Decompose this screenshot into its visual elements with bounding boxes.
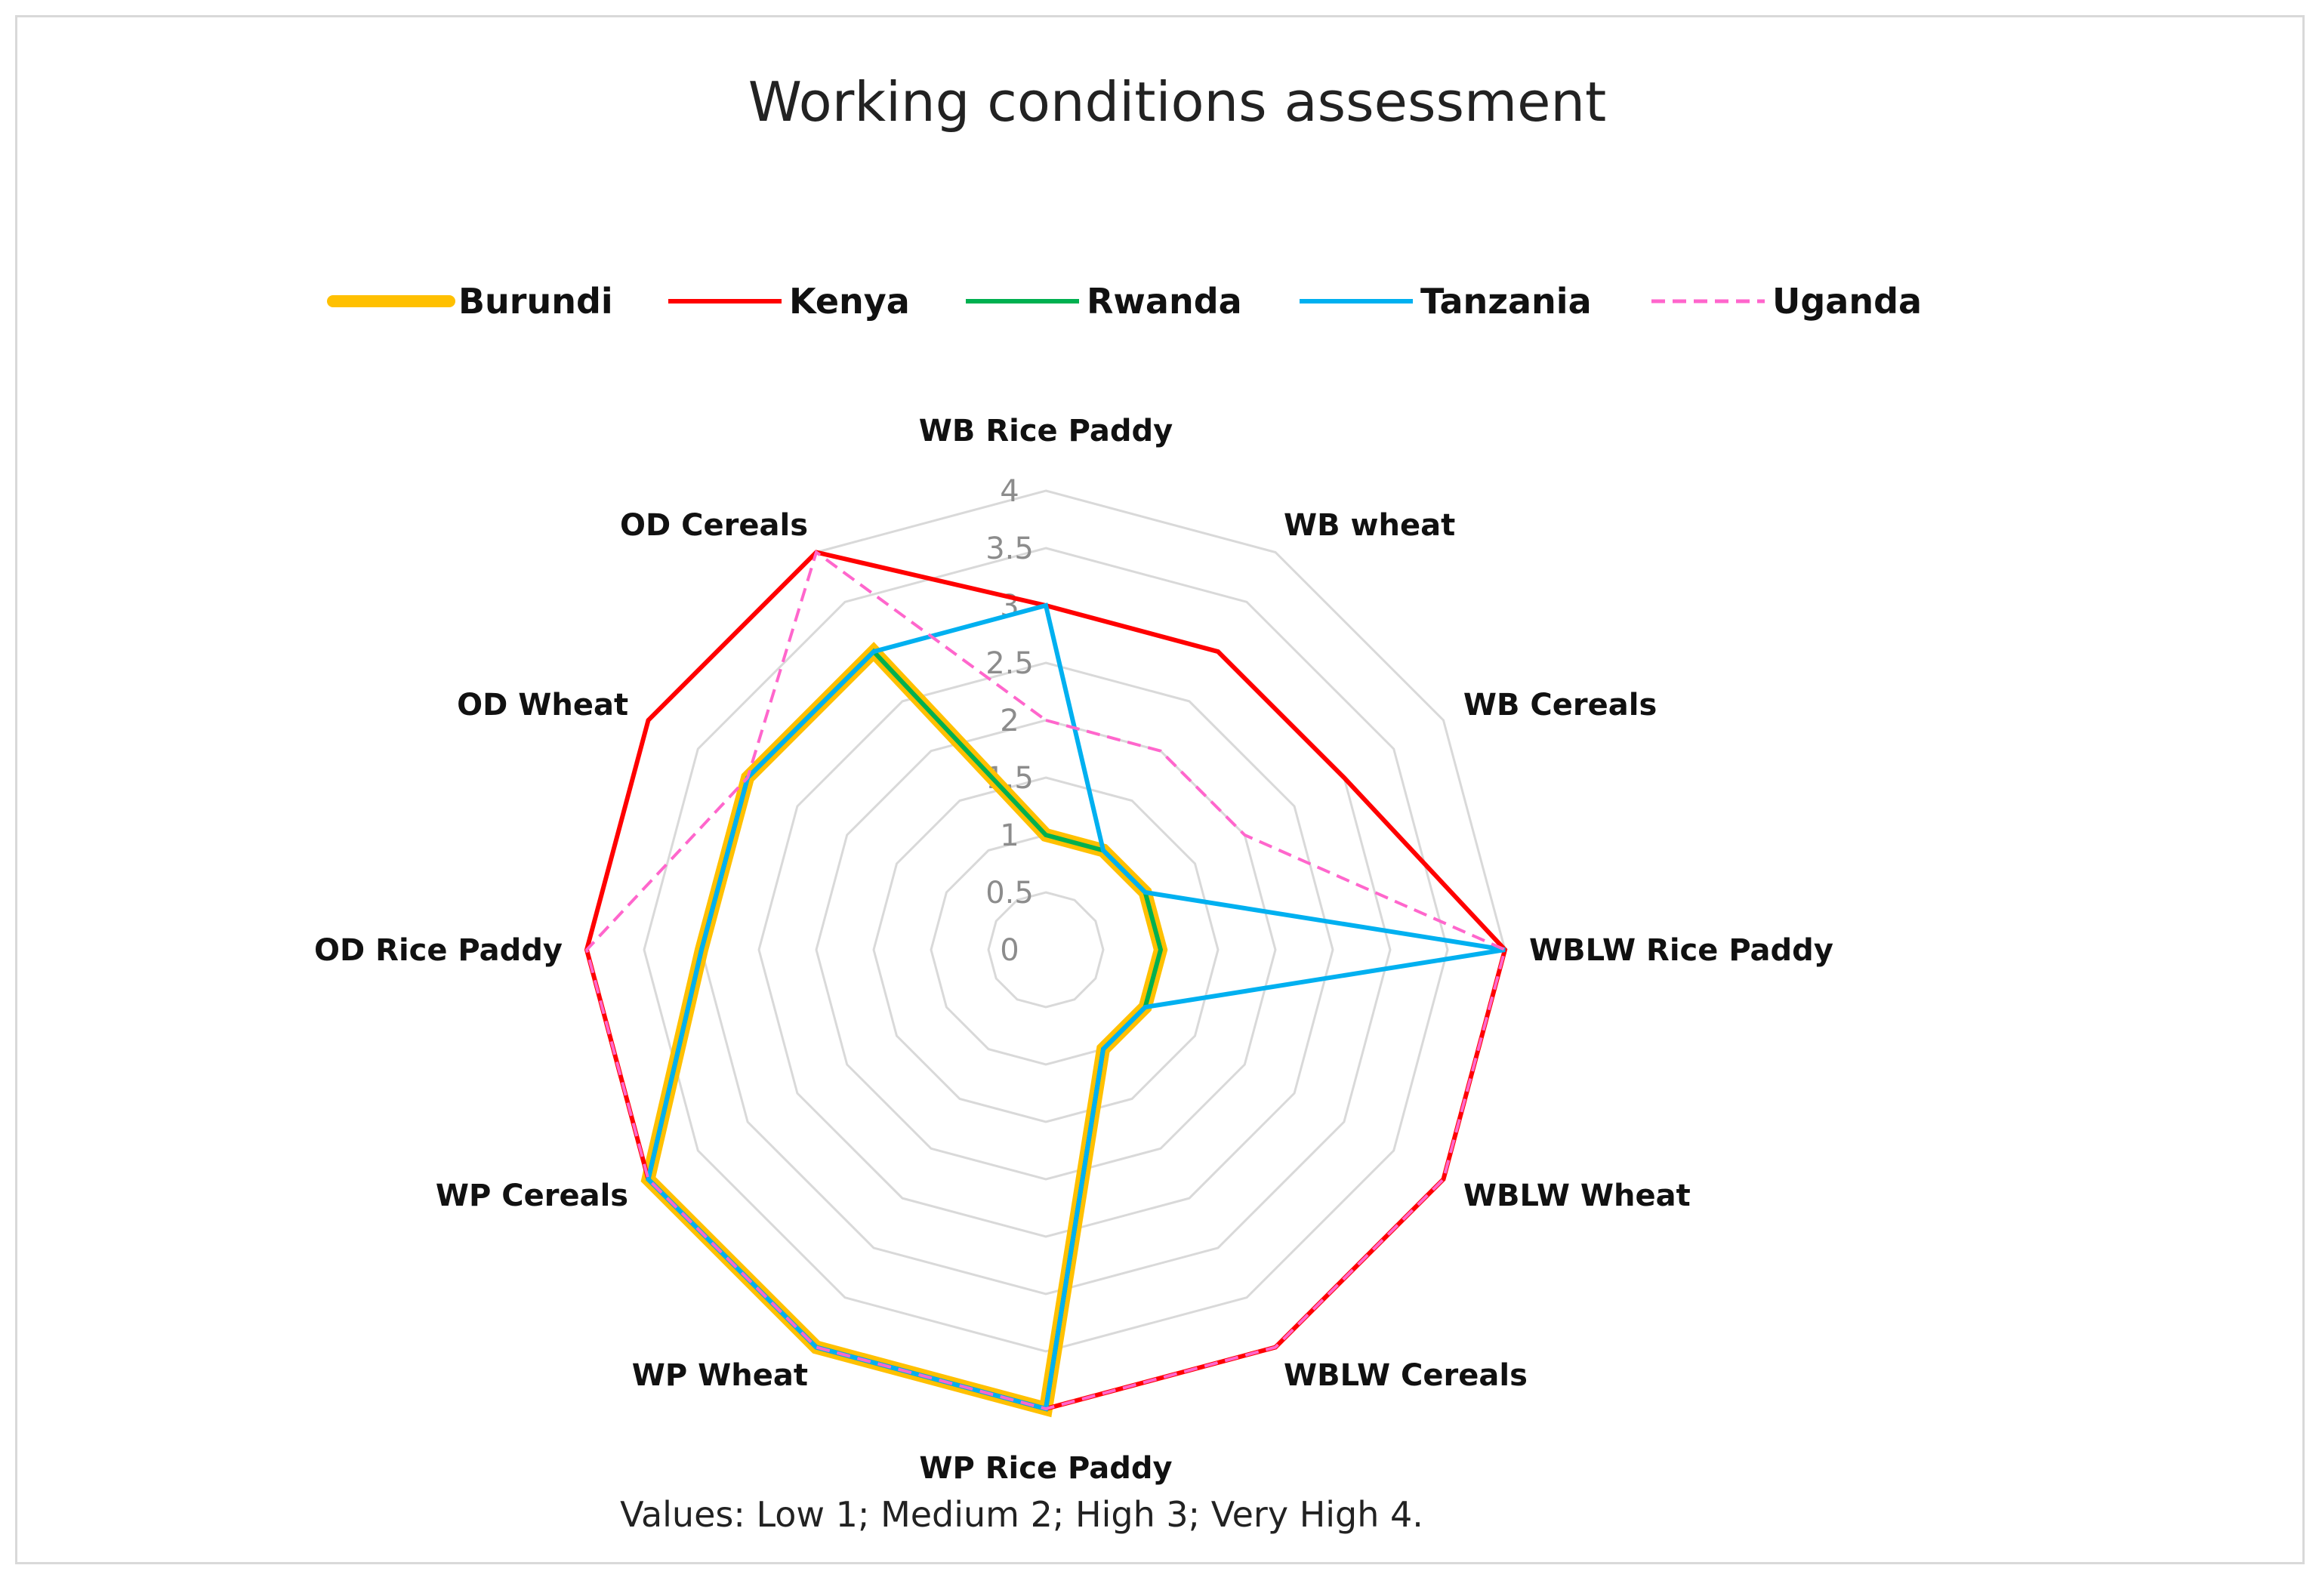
- category-label-wp-rice-paddy: WP Rice Paddy: [919, 1451, 1172, 1486]
- legend-label-kenya: Kenya: [789, 281, 910, 322]
- legend-label-rwanda: Rwanda: [1087, 281, 1242, 322]
- grid-ring-8: [585, 489, 1506, 1410]
- series-line-kenya: [584, 550, 1508, 1412]
- category-label-wblw-cereals: WBLW Cereals: [1284, 1358, 1528, 1393]
- category-label-wblw-wheat: WBLW Wheat: [1463, 1179, 1691, 1213]
- tick-label-8: 4: [1000, 474, 1019, 509]
- tick-label-7: 3.5: [985, 531, 1034, 566]
- grid-ring-4: [815, 719, 1277, 1181]
- tick-label-4: 2: [1000, 704, 1019, 738]
- category-label-wp-wheat: WP Wheat: [632, 1358, 808, 1393]
- series-line-tanzania: [646, 602, 1506, 1412]
- category-label-od-wheat: OD Wheat: [457, 688, 628, 723]
- radar-chart: Working conditions assessment Burundi Ke…: [314, 70, 1922, 1535]
- grid-ring-5: [757, 661, 1334, 1238]
- values-note: Values: Low 1; Medium 2; High 3; Very Hi…: [620, 1494, 1423, 1535]
- category-label-wblw-rice-paddy: WBLW Rice Paddy: [1529, 933, 1833, 968]
- radar-grid: [585, 489, 1506, 1410]
- category-label-wb-cereals: WB Cereals: [1463, 688, 1657, 723]
- tick-label-2: 1: [1000, 818, 1019, 853]
- legend-label-burundi: Burundi: [458, 281, 613, 322]
- category-labels: WB Rice Paddy WB wheat WB Cereals WBLW Rice…: [314, 414, 1833, 1486]
- tick-label-5: 2.5: [985, 646, 1034, 681]
- grid-ring-7: [643, 547, 1449, 1353]
- legend-label-tanzania: Tanzania: [1420, 281, 1592, 322]
- legend-item-uganda: Uganda: [1651, 281, 1922, 322]
- legend-label-uganda: Uganda: [1772, 281, 1922, 322]
- category-label-od-cereals: OD Cereals: [620, 508, 808, 543]
- series-lines: [584, 550, 1508, 1418]
- tick-label-0: 0: [1000, 933, 1019, 968]
- chart-title: Working conditions assessment: [748, 70, 1607, 134]
- tick-label-1: 0.5: [985, 876, 1034, 910]
- legend-item-tanzania: Tanzania: [1300, 281, 1592, 322]
- grid-ring-3: [872, 776, 1220, 1123]
- category-label-wb-rice-paddy: WB Rice Paddy: [919, 414, 1173, 448]
- legend-item-kenya: Kenya: [668, 281, 910, 322]
- grid-ring-6: [700, 604, 1392, 1296]
- grid-ring-1: [987, 891, 1105, 1009]
- category-label-wb-wheat: WB wheat: [1284, 508, 1455, 543]
- series-line-uganda: [584, 550, 1507, 1411]
- legend: Burundi Kenya Rwanda Tanzania Uganda: [327, 281, 1922, 322]
- legend-item-rwanda: Rwanda: [966, 281, 1242, 322]
- category-label-wp-cereals: WP Cereals: [436, 1179, 628, 1213]
- radial-tick-labels: 00.511.522.533.54: [985, 474, 1034, 968]
- legend-item-burundi: Burundi: [327, 281, 613, 322]
- chart-frame: Working conditions assessment Burundi Ke…: [15, 15, 2305, 1564]
- category-label-od-rice-paddy: OD Rice Paddy: [314, 933, 563, 968]
